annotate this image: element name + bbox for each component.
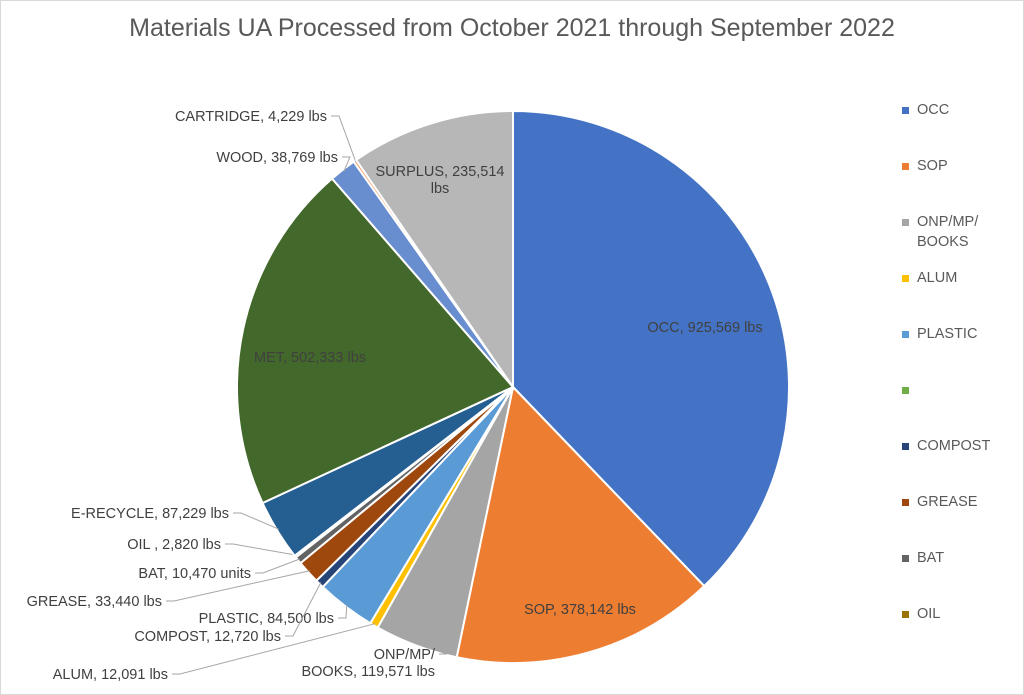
legend-swatch (902, 499, 909, 506)
leader-line-wood (342, 156, 351, 172)
pie-slice-sop (455, 384, 706, 664)
data-label-wood: WOOD, 38,769 lbs (216, 150, 338, 166)
legend-swatch (902, 611, 909, 618)
data-label-cartridge: CARTRIDGE, 4,229 lbs (175, 109, 327, 125)
data-label-e-recycle: E-RECYCLE, 87,229 lbs (71, 506, 229, 522)
data-label-occ: OCC, 925,569 lbs (647, 320, 762, 336)
data-label-alum: ALUM, 12,091 lbs (53, 667, 168, 683)
legend-item-oil: OIL (902, 604, 940, 624)
leader-line-alum (172, 623, 376, 675)
data-label-surplus: SURPLUS, 235,514 lbs (376, 164, 505, 197)
pie-slice-occ (512, 109, 790, 588)
legend-label: COMPOST (917, 438, 991, 454)
legend-swatch (902, 107, 909, 114)
data-label-onp-mp-books: ONP/MP/BOOKS, 119,571 lbs (301, 647, 435, 680)
data-label-sop: SOP, 378,142 lbs (524, 602, 636, 618)
legend-label: OIL (917, 606, 941, 622)
data-label-grease: GREASE, 33,440 lbs (27, 594, 162, 610)
data-label-plastic: PLASTIC, 84,500 lbs (199, 611, 334, 627)
legend-item-alum: ALUM (902, 268, 957, 288)
legend-label: ONP/MP/ BOOKS (917, 214, 979, 250)
legend-swatch (902, 219, 909, 226)
legend-item-onp-mp-books: ONP/MP/ BOOKS (902, 212, 978, 252)
leader-line-onp-mp-books (416, 643, 448, 655)
legend-label: PLASTIC (917, 326, 978, 342)
legend-swatch (902, 555, 909, 562)
legend-swatch (902, 331, 909, 338)
legend-swatch (902, 275, 909, 282)
leader-line-plastic (338, 604, 348, 619)
leader-line-e-recycle (233, 512, 279, 530)
legend-label: SOP (917, 158, 948, 174)
legend-label: OCC (917, 102, 950, 118)
data-label-bat: BAT, 10,470 units (138, 566, 251, 582)
pie-slice-surplus (354, 109, 514, 391)
legend-swatch (902, 443, 909, 450)
leader-line-oil (225, 543, 297, 556)
legend-item-unlabeled (902, 380, 917, 394)
legend-label: ALUM (917, 270, 958, 286)
legend-swatch (902, 163, 909, 170)
data-label-compost: COMPOST, 12,720 lbs (134, 629, 281, 645)
legend-swatch (902, 387, 909, 394)
leader-line-compost (285, 582, 322, 637)
legend-item-grease: GREASE (902, 492, 977, 512)
legend-item-sop: SOP (902, 156, 948, 176)
legend-item-plastic: PLASTIC (902, 324, 977, 344)
legend-label: GREASE (917, 494, 978, 510)
leader-line-cartridge (331, 115, 357, 163)
leader-line-bat (255, 558, 300, 574)
legend-item-compost: COMPOST (902, 436, 990, 456)
chart-title: Materials UA Processed from October 2021… (129, 14, 895, 42)
legend-item-occ: OCC (902, 100, 949, 120)
data-label-met: MET, 502,333 lbs (254, 350, 366, 366)
data-label-oil: OIL , 2,820 lbs (127, 537, 221, 553)
leader-line-grease (166, 570, 310, 602)
legend-label: BAT (917, 550, 945, 566)
pie-slice-met (236, 177, 515, 505)
legend-item-bat: BAT (902, 548, 944, 568)
